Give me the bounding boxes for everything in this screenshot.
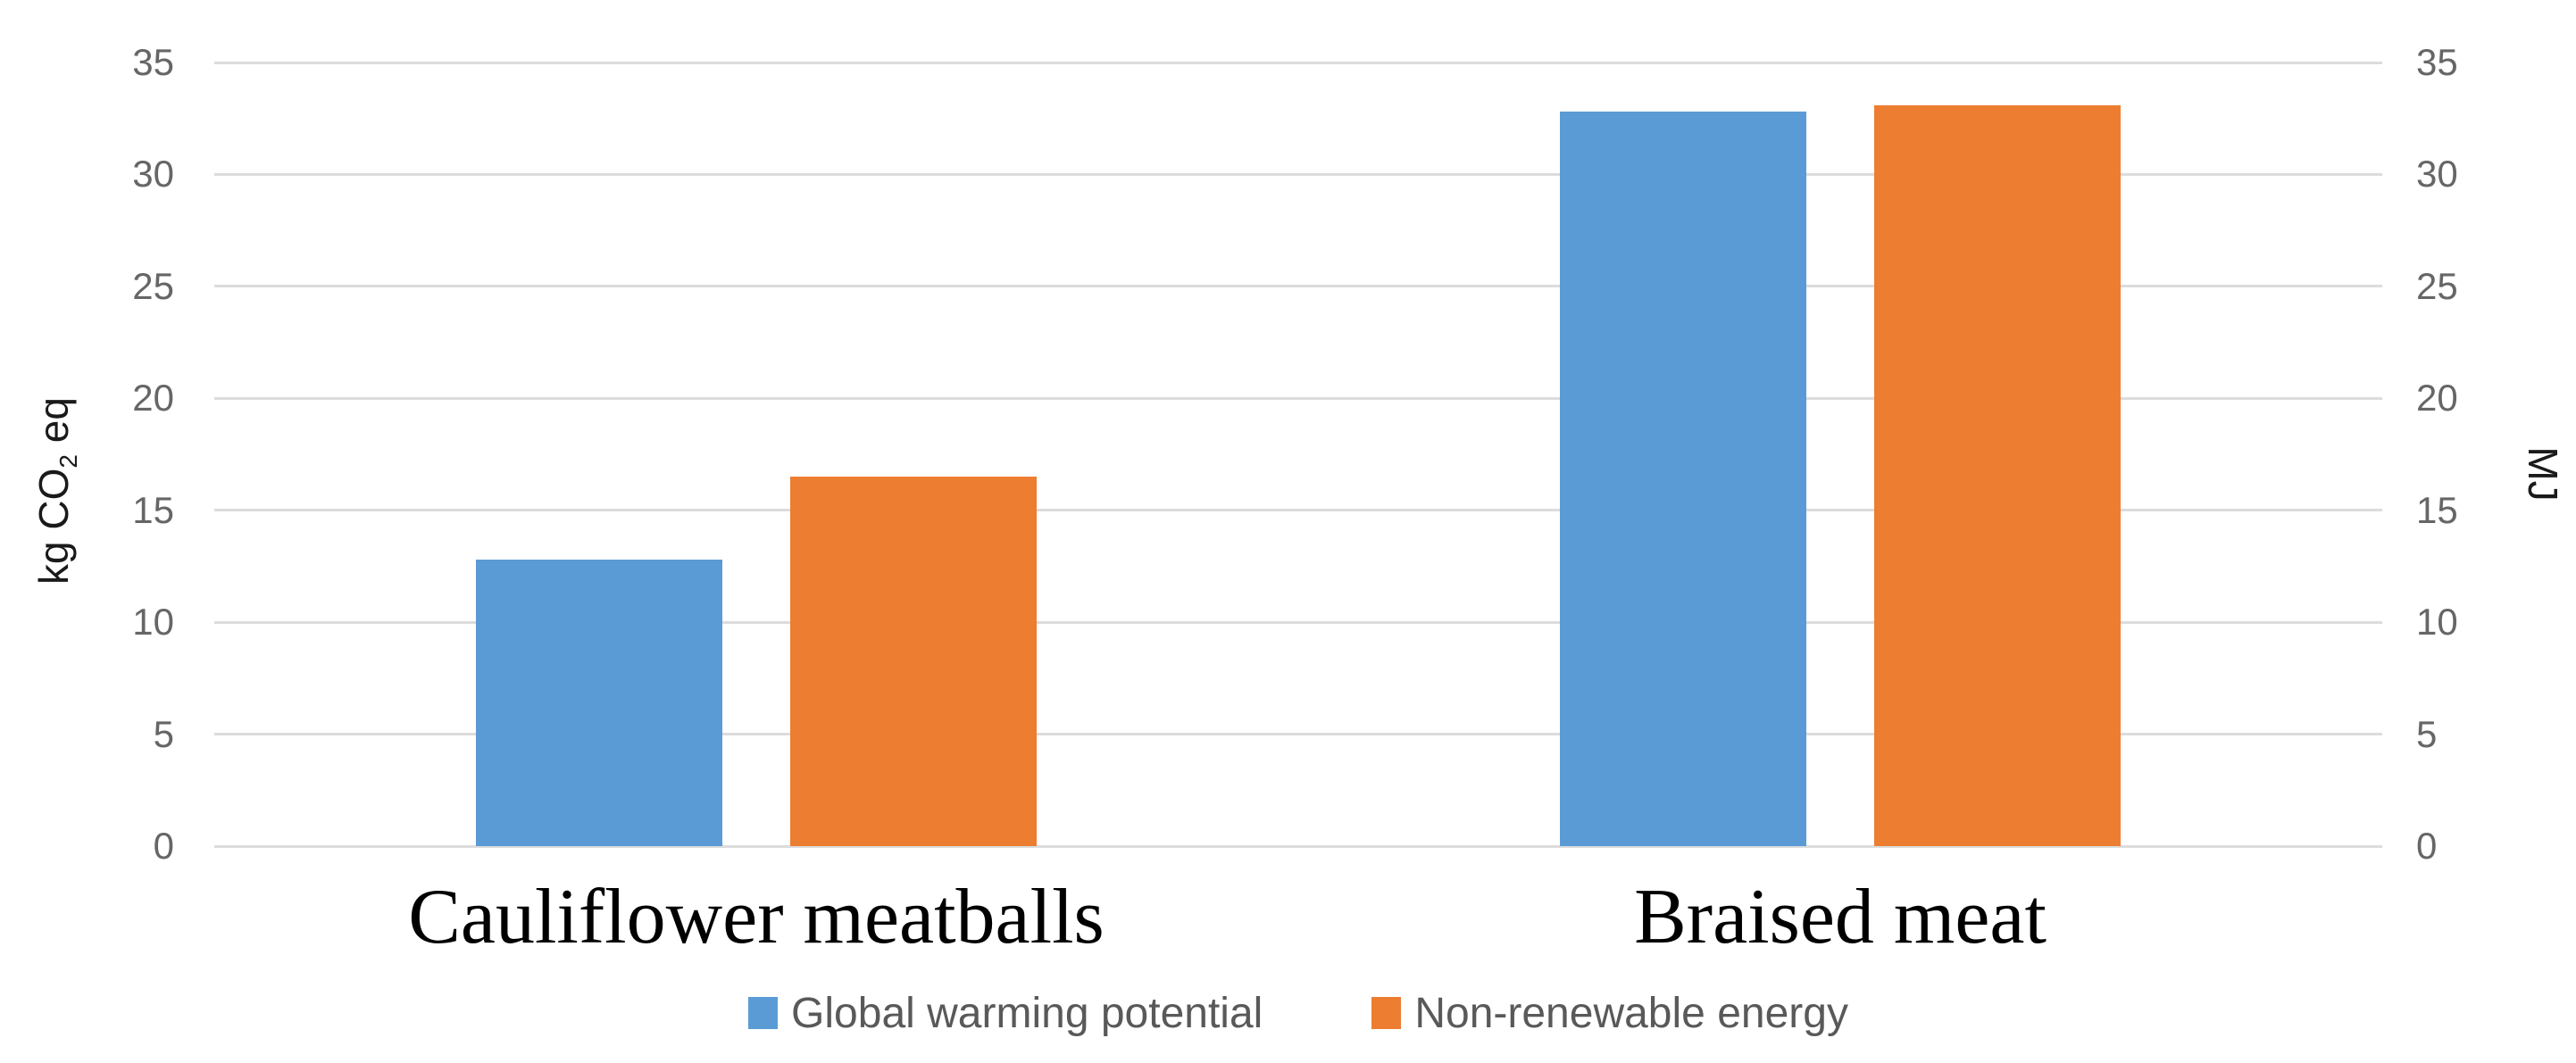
y-axis-tick-left-10: 10 [132,601,174,644]
legend-swatch-orange-icon [1371,997,1402,1029]
gridline-20 [214,396,2382,400]
legend-item-non-renewable-energy: Non-renewable energy [1371,989,1848,1038]
category-label-braised-meat: Braised meat [1634,874,2047,960]
y-axis-tick-right-35: 35 [2416,41,2458,83]
y-axis-tick-right-30: 30 [2416,153,2458,195]
bar-non-renewable-energy-braised-meat [1873,104,2122,846]
y-axis-tick-right-25: 25 [2416,264,2458,307]
y-axis-tick-right-5: 5 [2416,712,2438,755]
y-axis-tick-left-15: 15 [132,488,174,531]
legend-swatch-blue-icon [748,997,779,1029]
y-axis-tick-right-10: 10 [2416,601,2458,644]
y-axis-tick-left-35: 35 [132,41,174,83]
gridline-5 [214,733,2382,736]
legend: Global warming potential Non-renewable e… [214,985,2382,1041]
y-axis-tick-left-30: 30 [132,153,174,195]
legend-item-global-warming-potential: Global warming potential [748,989,1263,1038]
y-axis-tick-right-20: 20 [2416,377,2458,419]
bar-non-renewable-energy-cauliflower-meatballs [789,477,1038,846]
legend-label: Global warming potential [791,989,1263,1037]
y-axis-tick-left-25: 25 [132,264,174,307]
y-axis-tick-left-5: 5 [153,712,174,755]
gridline-35 [214,61,2382,64]
plot-area [214,61,2382,848]
y-axis-tick-right-15: 15 [2416,488,2458,531]
gridline-30 [214,172,2382,176]
bar-global-warming-potential-braised-meat [1559,112,1807,846]
y-axis-tick-left-20: 20 [132,377,174,419]
right-axis-title: MJ [2520,446,2566,502]
legend-label: Non-renewable energy [1414,989,1848,1037]
left-axis-title-subscript: 2 [54,454,83,469]
gridline-10 [214,620,2382,624]
y-axis-tick-left-0: 0 [153,825,174,867]
gridline-0 [214,844,2382,848]
category-axis: Cauliflower meatballs Braised meat [214,864,2382,971]
gridline-15 [214,509,2382,512]
y-axis-tick-right-0: 0 [2416,825,2438,867]
category-label-cauliflower-meatballs: Cauliflower meatballs [408,874,1105,960]
gridline-25 [214,285,2382,288]
bar-global-warming-potential-cauliflower-meatballs [475,559,723,846]
